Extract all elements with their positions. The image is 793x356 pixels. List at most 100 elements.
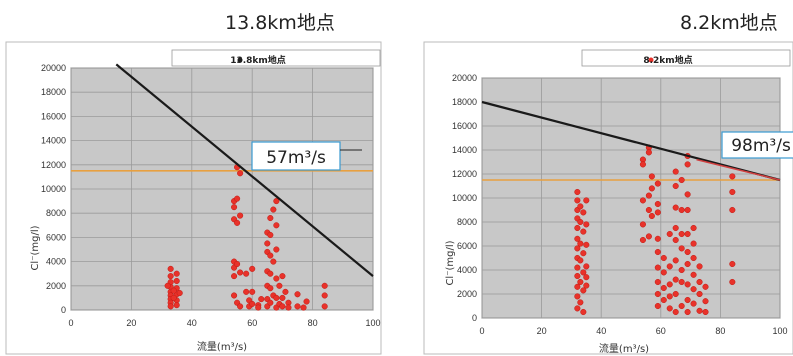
data-point bbox=[279, 303, 286, 310]
data-point bbox=[583, 274, 590, 281]
data-point bbox=[167, 265, 174, 272]
data-point bbox=[684, 161, 691, 168]
chart-1: 0 2000 4000 6000 8000 10000 12000 14000 16000 180… bbox=[423, 41, 793, 355]
y-tick-label: 18000 bbox=[452, 97, 477, 107]
data-point bbox=[690, 286, 697, 293]
data-point bbox=[243, 270, 250, 277]
data-point bbox=[580, 228, 587, 235]
legend-box bbox=[171, 49, 381, 67]
data-point bbox=[654, 278, 661, 286]
data-point bbox=[176, 290, 183, 297]
data-point bbox=[273, 222, 280, 229]
data-point bbox=[666, 263, 673, 270]
x-tick-label: 100 bbox=[772, 326, 787, 336]
data-point bbox=[237, 269, 244, 276]
data-point bbox=[249, 265, 256, 272]
data-point bbox=[580, 250, 587, 257]
data-point bbox=[167, 303, 174, 310]
data-point bbox=[654, 302, 661, 310]
data-point bbox=[678, 266, 685, 274]
data-point bbox=[648, 173, 655, 180]
data-point bbox=[577, 203, 584, 210]
data-point bbox=[666, 281, 673, 288]
x-tick-label: 80 bbox=[715, 326, 725, 336]
data-point bbox=[729, 173, 736, 180]
y-tick-label: 0 bbox=[61, 305, 66, 315]
data-point bbox=[678, 206, 685, 214]
trend-line-segment bbox=[696, 158, 781, 181]
y-tick-label: 14000 bbox=[452, 145, 477, 155]
data-point bbox=[729, 206, 736, 214]
data-point bbox=[654, 200, 661, 208]
data-point bbox=[231, 204, 238, 211]
data-point bbox=[577, 278, 584, 286]
x-tick-label: 40 bbox=[187, 318, 197, 328]
data-point bbox=[170, 287, 177, 294]
y-tick-label: 6000 bbox=[46, 232, 66, 242]
data-point bbox=[696, 307, 703, 314]
data-point bbox=[237, 212, 244, 219]
data-point bbox=[672, 168, 679, 175]
data-point bbox=[672, 276, 679, 283]
data-point bbox=[173, 270, 180, 277]
data-point bbox=[264, 240, 271, 247]
data-point bbox=[684, 248, 691, 256]
data-point bbox=[696, 278, 703, 286]
data-point bbox=[273, 246, 280, 253]
data-point bbox=[639, 197, 646, 204]
data-point bbox=[684, 308, 691, 316]
data-point bbox=[170, 294, 177, 301]
chart-title-8-2km: 8.2km地点 bbox=[680, 12, 778, 34]
x-tick-label: 100 bbox=[365, 318, 380, 328]
data-point bbox=[574, 245, 581, 252]
x-tick-label: 0 bbox=[68, 318, 73, 328]
data-point bbox=[574, 305, 581, 312]
data-point bbox=[672, 224, 679, 232]
y-tick-label: 0 bbox=[472, 313, 477, 323]
y-tick-label: 16000 bbox=[452, 121, 477, 131]
data-point bbox=[580, 269, 587, 276]
annotation-label: 57m³/s bbox=[266, 148, 326, 168]
data-point bbox=[648, 212, 655, 220]
data-point bbox=[237, 303, 244, 310]
data-point bbox=[678, 278, 685, 286]
data-point bbox=[690, 271, 697, 278]
data-point bbox=[702, 283, 709, 290]
data-point bbox=[660, 254, 667, 262]
data-point bbox=[660, 269, 667, 276]
data-point bbox=[678, 245, 685, 252]
y-tick-label: 2000 bbox=[457, 289, 477, 299]
data-point bbox=[583, 263, 590, 270]
y-tick-label: 18000 bbox=[41, 87, 66, 97]
data-point bbox=[267, 231, 274, 239]
data-point bbox=[684, 206, 691, 214]
data-point bbox=[234, 195, 241, 202]
legend-marker bbox=[237, 57, 243, 63]
data-point bbox=[678, 176, 685, 184]
legend-label: 8.2km地点 bbox=[643, 54, 692, 66]
data-point bbox=[678, 302, 685, 310]
data-point bbox=[173, 302, 180, 309]
legend-label: 13.8km地点 bbox=[230, 54, 286, 66]
y-tick-label: 6000 bbox=[457, 241, 477, 251]
data-point bbox=[321, 282, 328, 289]
data-point bbox=[690, 224, 697, 232]
y-tick-label: 20000 bbox=[452, 73, 477, 83]
data-point bbox=[577, 240, 584, 247]
data-point bbox=[276, 282, 283, 289]
data-point bbox=[285, 304, 292, 311]
y-tick-label: 20000 bbox=[41, 63, 66, 73]
y-tick-label: 16000 bbox=[41, 111, 66, 121]
data-point bbox=[231, 273, 238, 280]
data-point bbox=[645, 192, 652, 199]
data-point bbox=[690, 300, 697, 307]
data-point bbox=[279, 294, 286, 301]
data-point bbox=[294, 303, 301, 310]
data-point bbox=[583, 241, 590, 248]
trend-line bbox=[115, 63, 374, 277]
y-tick-label: 8000 bbox=[457, 217, 477, 227]
x-tick-label: 80 bbox=[308, 318, 318, 328]
data-point bbox=[574, 188, 581, 196]
chart-0: 0 2000 4000 6000 8000 10000 12000 14000 16000 180… bbox=[5, 41, 382, 355]
